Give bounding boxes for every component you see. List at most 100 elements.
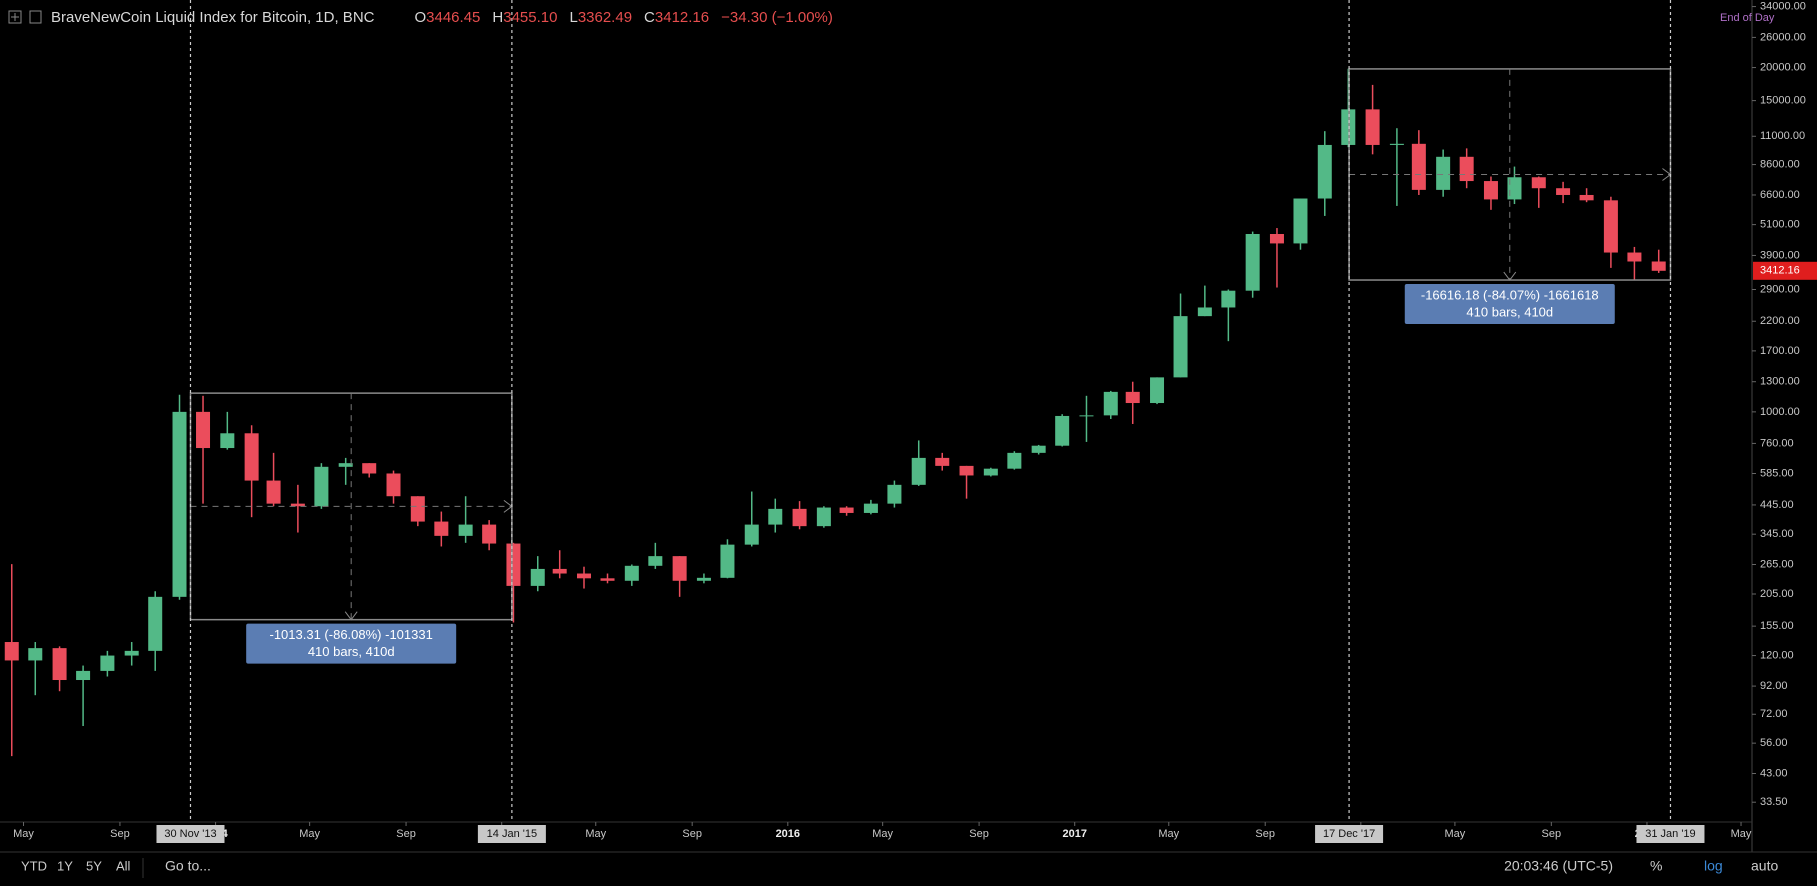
candle-body [552,568,567,574]
y-tick-label: 155.00 [1760,620,1794,632]
candle-body [530,568,545,586]
clock: 20:03:46 (UTC-5) [1504,858,1613,874]
x-tick-label: Sep [1255,828,1275,840]
y-tick-label: 445.00 [1760,499,1794,511]
ohlc-key: O [414,9,427,26]
percent-toggle[interactable]: % [1650,858,1662,874]
candle-body [1103,391,1118,416]
candle-body [1341,109,1356,145]
candle-body [1031,445,1046,453]
candle-body [1531,177,1546,189]
candle-body [124,650,139,656]
x-tick-label: May [872,828,893,840]
log-toggle[interactable]: log [1704,858,1723,874]
y-tick-label: 43.00 [1760,767,1788,779]
candle-body [935,457,950,466]
candle-body [600,578,615,581]
y-tick-label: 20000.00 [1760,61,1806,73]
marker-label: 30 Nov '13 [164,828,216,840]
candle-body [720,544,735,578]
session-label: End of Day [1720,12,1775,24]
candle-body [28,648,43,661]
last-price: 3412.16 [1760,265,1800,277]
x-tick-label: May [13,828,34,840]
marker-label-box [1315,825,1384,843]
candle-body [434,521,449,536]
last-price-box [1753,261,1817,280]
candle-body [1603,200,1618,253]
range-button[interactable]: YTD [21,858,47,873]
plot-area [4,68,1666,757]
x-tick-label: May [299,828,320,840]
y-tick-label: 34000.00 [1760,0,1806,12]
auto-toggle[interactable]: auto [1751,858,1778,874]
candle-body [1436,156,1451,190]
y-tick-label: 345.00 [1760,528,1794,540]
candle-body [648,556,663,566]
candle-body [244,433,259,481]
candle-body [1459,156,1474,182]
y-tick-label: 6600.00 [1760,189,1800,201]
y-tick-label: 1300.00 [1760,376,1800,388]
candle-body [1269,233,1284,244]
legend: BraveNewCoin Liquid Index for Bitcoin, 1… [51,9,833,26]
x-tick-label: Sep [110,828,130,840]
candle-body [1125,391,1140,404]
candle-body [1389,143,1404,145]
candle-body [863,503,878,513]
y-tick-label: 1700.00 [1760,345,1800,357]
ohlc-value: 3446.45 [426,9,481,26]
x-tick-label: 2017 [1062,828,1086,840]
settings-icon[interactable] [29,10,42,24]
candle-body [314,466,329,507]
candle-body [768,508,783,525]
candle-body [1411,143,1426,190]
x-tick-label: Sep [396,828,416,840]
candle-body [506,543,521,586]
candle-body [1197,307,1212,317]
candle-body [1651,261,1666,271]
marker-label: 14 Jan '15 [487,828,537,840]
y-tick-label: 760.00 [1760,437,1794,449]
x-tick-label: Sep [969,828,989,840]
candle-body [1079,415,1094,417]
measure-label-box [1404,284,1615,325]
range-button[interactable]: All [116,858,131,873]
range-button[interactable]: 5Y [86,858,102,873]
candle-body [1483,181,1498,200]
y-tick-label: 120.00 [1760,649,1794,661]
candle-body [410,496,425,522]
candle-body [816,507,831,527]
marker-label-box [477,825,546,843]
y-tick-label: 5100.00 [1760,219,1800,231]
marker-label-box [1636,825,1705,843]
ohlc-value: 3455.10 [503,9,558,26]
candle-body [1055,415,1070,446]
ohlc-key: C [644,9,655,26]
measure-bars: 410 bars, 410d [308,644,395,659]
range-button[interactable]: 1Y [57,858,73,873]
candle-body [220,433,235,449]
x-tick-label: Sep [1542,828,1562,840]
measure-label-box [246,623,457,664]
y-tick-label: 265.00 [1760,558,1794,570]
candle-body [338,463,353,467]
candle-body [959,465,974,476]
candle-body [1627,252,1642,262]
candle-body [76,670,91,681]
candle-body [696,577,711,581]
y-tick-label: 585.00 [1760,467,1794,479]
x-tick-label: 2016 [776,828,800,840]
candle-body [482,524,497,544]
goto[interactable]: Go to... [165,858,211,874]
y-tick-label: 205.00 [1760,588,1794,600]
measure-label: -1013.31 (-86.08%) -101331 [270,627,433,642]
y-tick-label: 15000.00 [1760,95,1806,107]
y-tick-label: 11000.00 [1760,130,1805,142]
candle-body [792,508,807,527]
y-tick-label: 72.00 [1760,708,1788,720]
marker-label: 17 Dec '17 [1323,828,1375,840]
collapse-icon[interactable] [8,10,22,24]
